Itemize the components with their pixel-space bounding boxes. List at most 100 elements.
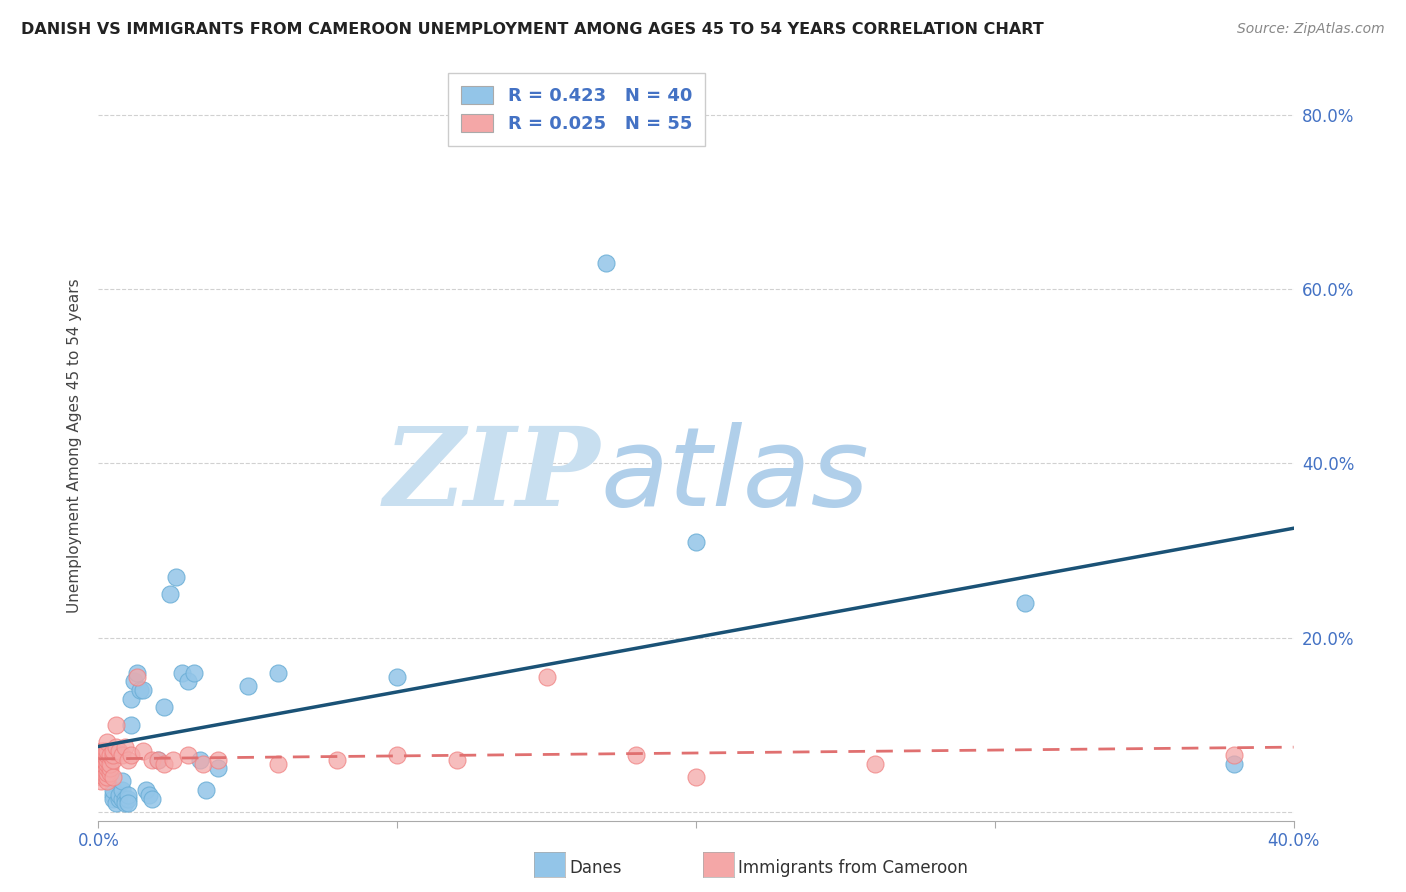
- Point: [103, 783, 125, 797]
- Point: [129, 682, 152, 697]
- Point: [93, 765, 115, 780]
- Point: [127, 670, 149, 684]
- Point: [98, 761, 122, 775]
- Point: [207, 761, 229, 775]
- Point: [103, 753, 125, 767]
- Point: [536, 670, 558, 684]
- Point: [595, 256, 617, 270]
- Point: [96, 753, 118, 767]
- Point: [105, 718, 128, 732]
- Point: [93, 765, 115, 780]
- Point: [207, 753, 229, 767]
- Point: [90, 757, 112, 772]
- Point: [132, 744, 155, 758]
- Point: [111, 774, 134, 789]
- Point: [385, 670, 409, 684]
- Point: [93, 753, 115, 767]
- Point: [177, 674, 200, 689]
- Point: [124, 674, 146, 689]
- Point: [172, 665, 194, 680]
- Point: [93, 761, 115, 775]
- Point: [1223, 748, 1246, 763]
- Point: [90, 744, 112, 758]
- Point: [127, 665, 149, 680]
- Point: [111, 792, 134, 806]
- Legend: R = 0.423   N = 40, R = 0.025   N = 55: R = 0.423 N = 40, R = 0.025 N = 55: [449, 73, 704, 146]
- Point: [98, 748, 122, 763]
- Point: [93, 744, 115, 758]
- Point: [111, 783, 134, 797]
- Text: Immigrants from Cameroon: Immigrants from Cameroon: [738, 859, 967, 877]
- Point: [93, 748, 115, 763]
- Point: [96, 748, 118, 763]
- Point: [120, 718, 142, 732]
- Point: [138, 788, 160, 802]
- Point: [96, 770, 118, 784]
- Point: [114, 739, 136, 754]
- Point: [267, 757, 290, 772]
- Point: [267, 665, 290, 680]
- Y-axis label: Unemployment Among Ages 45 to 54 years: Unemployment Among Ages 45 to 54 years: [67, 278, 83, 614]
- Point: [117, 792, 139, 806]
- Point: [865, 757, 887, 772]
- Text: ZIP: ZIP: [384, 422, 600, 530]
- Point: [148, 753, 170, 767]
- Point: [90, 748, 112, 763]
- Point: [326, 753, 349, 767]
- Point: [108, 792, 131, 806]
- Point: [153, 757, 176, 772]
- Point: [162, 753, 184, 767]
- Point: [191, 757, 214, 772]
- Point: [148, 753, 170, 767]
- Point: [103, 792, 125, 806]
- Text: Source: ZipAtlas.com: Source: ZipAtlas.com: [1237, 22, 1385, 37]
- Point: [141, 753, 163, 767]
- Point: [117, 788, 139, 802]
- Point: [96, 774, 118, 789]
- Text: atlas: atlas: [600, 423, 869, 530]
- Point: [111, 748, 134, 763]
- Point: [195, 783, 218, 797]
- Point: [626, 748, 648, 763]
- Point: [96, 757, 118, 772]
- Point: [159, 587, 181, 601]
- Point: [1014, 596, 1036, 610]
- Point: [96, 765, 118, 780]
- Text: Danes: Danes: [569, 859, 621, 877]
- Point: [236, 679, 259, 693]
- Point: [183, 665, 205, 680]
- Point: [103, 788, 125, 802]
- Point: [108, 744, 131, 758]
- Point: [132, 682, 155, 697]
- Point: [98, 765, 122, 780]
- Point: [114, 792, 136, 806]
- Point: [98, 757, 122, 772]
- Point: [446, 753, 468, 767]
- Point: [103, 744, 125, 758]
- Point: [188, 753, 211, 767]
- Point: [685, 770, 707, 784]
- Point: [103, 770, 125, 784]
- Point: [117, 753, 139, 767]
- Text: DANISH VS IMMIGRANTS FROM CAMEROON UNEMPLOYMENT AMONG AGES 45 TO 54 YEARS CORREL: DANISH VS IMMIGRANTS FROM CAMEROON UNEMP…: [21, 22, 1043, 37]
- Point: [103, 748, 125, 763]
- Point: [96, 744, 118, 758]
- Point: [93, 757, 115, 772]
- Point: [108, 788, 131, 802]
- Point: [120, 748, 142, 763]
- Point: [117, 796, 139, 810]
- Point: [685, 534, 707, 549]
- Point: [96, 761, 118, 775]
- Point: [165, 570, 187, 584]
- Point: [105, 739, 128, 754]
- Point: [135, 783, 157, 797]
- Point: [385, 748, 409, 763]
- Point: [1223, 757, 1246, 772]
- Point: [120, 691, 142, 706]
- Point: [105, 796, 128, 810]
- Point: [93, 770, 115, 784]
- Point: [96, 735, 118, 749]
- Point: [153, 700, 176, 714]
- Point: [141, 792, 163, 806]
- Point: [90, 774, 112, 789]
